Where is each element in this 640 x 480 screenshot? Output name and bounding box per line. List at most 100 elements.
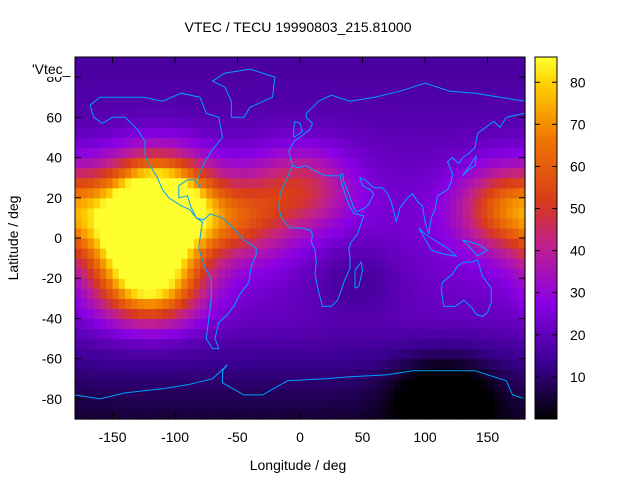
heatmap-cell [181, 127, 189, 139]
heatmap-cell [281, 97, 289, 108]
heatmap-cell [175, 197, 182, 209]
heatmap-cell [462, 318, 470, 330]
heatmap-cell [293, 238, 301, 249]
heatmap-cell [212, 278, 220, 289]
heatmap-cell [512, 318, 520, 330]
heatmap-cell [312, 57, 320, 68]
heatmap-cell [443, 147, 451, 159]
heatmap-cell [187, 67, 195, 78]
heatmap-cell [306, 278, 314, 289]
heatmap-cell [425, 368, 432, 380]
heatmap-cell [93, 197, 101, 209]
heatmap-cell [468, 328, 476, 340]
heatmap-cell [218, 77, 226, 88]
heatmap-cell [443, 217, 451, 229]
heatmap-cell [275, 338, 282, 350]
heatmap-cell [431, 408, 439, 420]
heatmap-cell [506, 227, 514, 239]
heatmap-cell [300, 358, 307, 370]
heatmap-cell [212, 217, 220, 229]
heatmap-cell [93, 278, 101, 289]
heatmap-cell [300, 348, 307, 360]
heatmap-cell [343, 338, 351, 350]
heatmap-cell [350, 117, 357, 128]
heatmap-cell [100, 177, 107, 189]
heatmap-cell [156, 288, 164, 299]
heatmap-cell [462, 227, 470, 239]
heatmap-cell [431, 177, 439, 189]
heatmap-cell [381, 388, 389, 400]
heatmap-cell [175, 338, 182, 350]
heatmap-cell [275, 77, 282, 88]
heatmap-cell [225, 177, 232, 189]
heatmap-cell [387, 127, 395, 139]
heatmap-cell [343, 77, 351, 88]
heatmap-cell [250, 408, 257, 420]
heatmap-cell [193, 227, 201, 239]
heatmap-cell [325, 167, 332, 179]
heatmap-cell [187, 408, 195, 420]
heatmap-cell [237, 117, 245, 128]
heatmap-cell [293, 207, 301, 219]
heatmap-cell [287, 288, 295, 299]
heatmap-cell [400, 67, 407, 78]
heatmap-cell [350, 248, 357, 259]
heatmap-cell [412, 87, 420, 98]
heatmap-cell [250, 77, 257, 88]
heatmap-cell [275, 67, 282, 78]
heatmap-cell [237, 57, 245, 68]
heatmap-cell [325, 117, 332, 128]
heatmap-cell [450, 87, 457, 98]
heatmap-cell [206, 217, 214, 229]
heatmap-cell [387, 157, 395, 169]
heatmap-cell [300, 197, 307, 209]
heatmap-cell [400, 318, 407, 330]
heatmap-cell [300, 87, 307, 98]
heatmap-cell [262, 398, 270, 410]
heatmap-cell [393, 348, 401, 360]
heatmap-cell [187, 127, 195, 139]
heatmap-cell [275, 117, 282, 128]
heatmap-cell [506, 177, 514, 189]
heatmap-cell [206, 258, 214, 269]
heatmap-cell [300, 398, 307, 410]
heatmap-cell [325, 238, 332, 249]
heatmap-cell [93, 378, 101, 390]
heatmap-cell [318, 227, 326, 239]
heatmap-cell [118, 137, 126, 149]
heatmap-cell [106, 147, 114, 159]
heatmap-cell [368, 408, 376, 420]
heatmap-cell [331, 147, 339, 159]
heatmap-cell [150, 328, 157, 340]
heatmap-cell [281, 197, 289, 209]
heatmap-cell [512, 137, 520, 149]
heatmap-cell [518, 117, 526, 128]
heatmap-cell [493, 217, 501, 229]
heatmap-cell [250, 358, 257, 370]
heatmap-cell [106, 378, 114, 390]
heatmap-cell [450, 258, 457, 269]
heatmap-cell [512, 207, 520, 219]
heatmap-cell [306, 268, 314, 279]
heatmap-cell [243, 378, 251, 390]
heatmap-cell [450, 57, 457, 68]
heatmap-cell [312, 207, 320, 219]
heatmap-cell [256, 268, 264, 279]
heatmap-cell [150, 147, 157, 159]
heatmap-cell [356, 57, 364, 68]
heatmap-cell [231, 147, 239, 159]
heatmap-cell [81, 358, 89, 370]
heatmap-cell [181, 227, 189, 239]
heatmap-cell [312, 338, 320, 350]
heatmap-cell [256, 248, 264, 259]
heatmap-cell [87, 328, 95, 340]
heatmap-cell [387, 258, 395, 269]
heatmap-cell [325, 258, 332, 269]
heatmap-cell [193, 97, 201, 108]
heatmap-cell [81, 137, 89, 149]
heatmap-cell [181, 147, 189, 159]
heatmap-cell [506, 207, 514, 219]
heatmap-cell [281, 127, 289, 139]
heatmap-cell [100, 258, 107, 269]
